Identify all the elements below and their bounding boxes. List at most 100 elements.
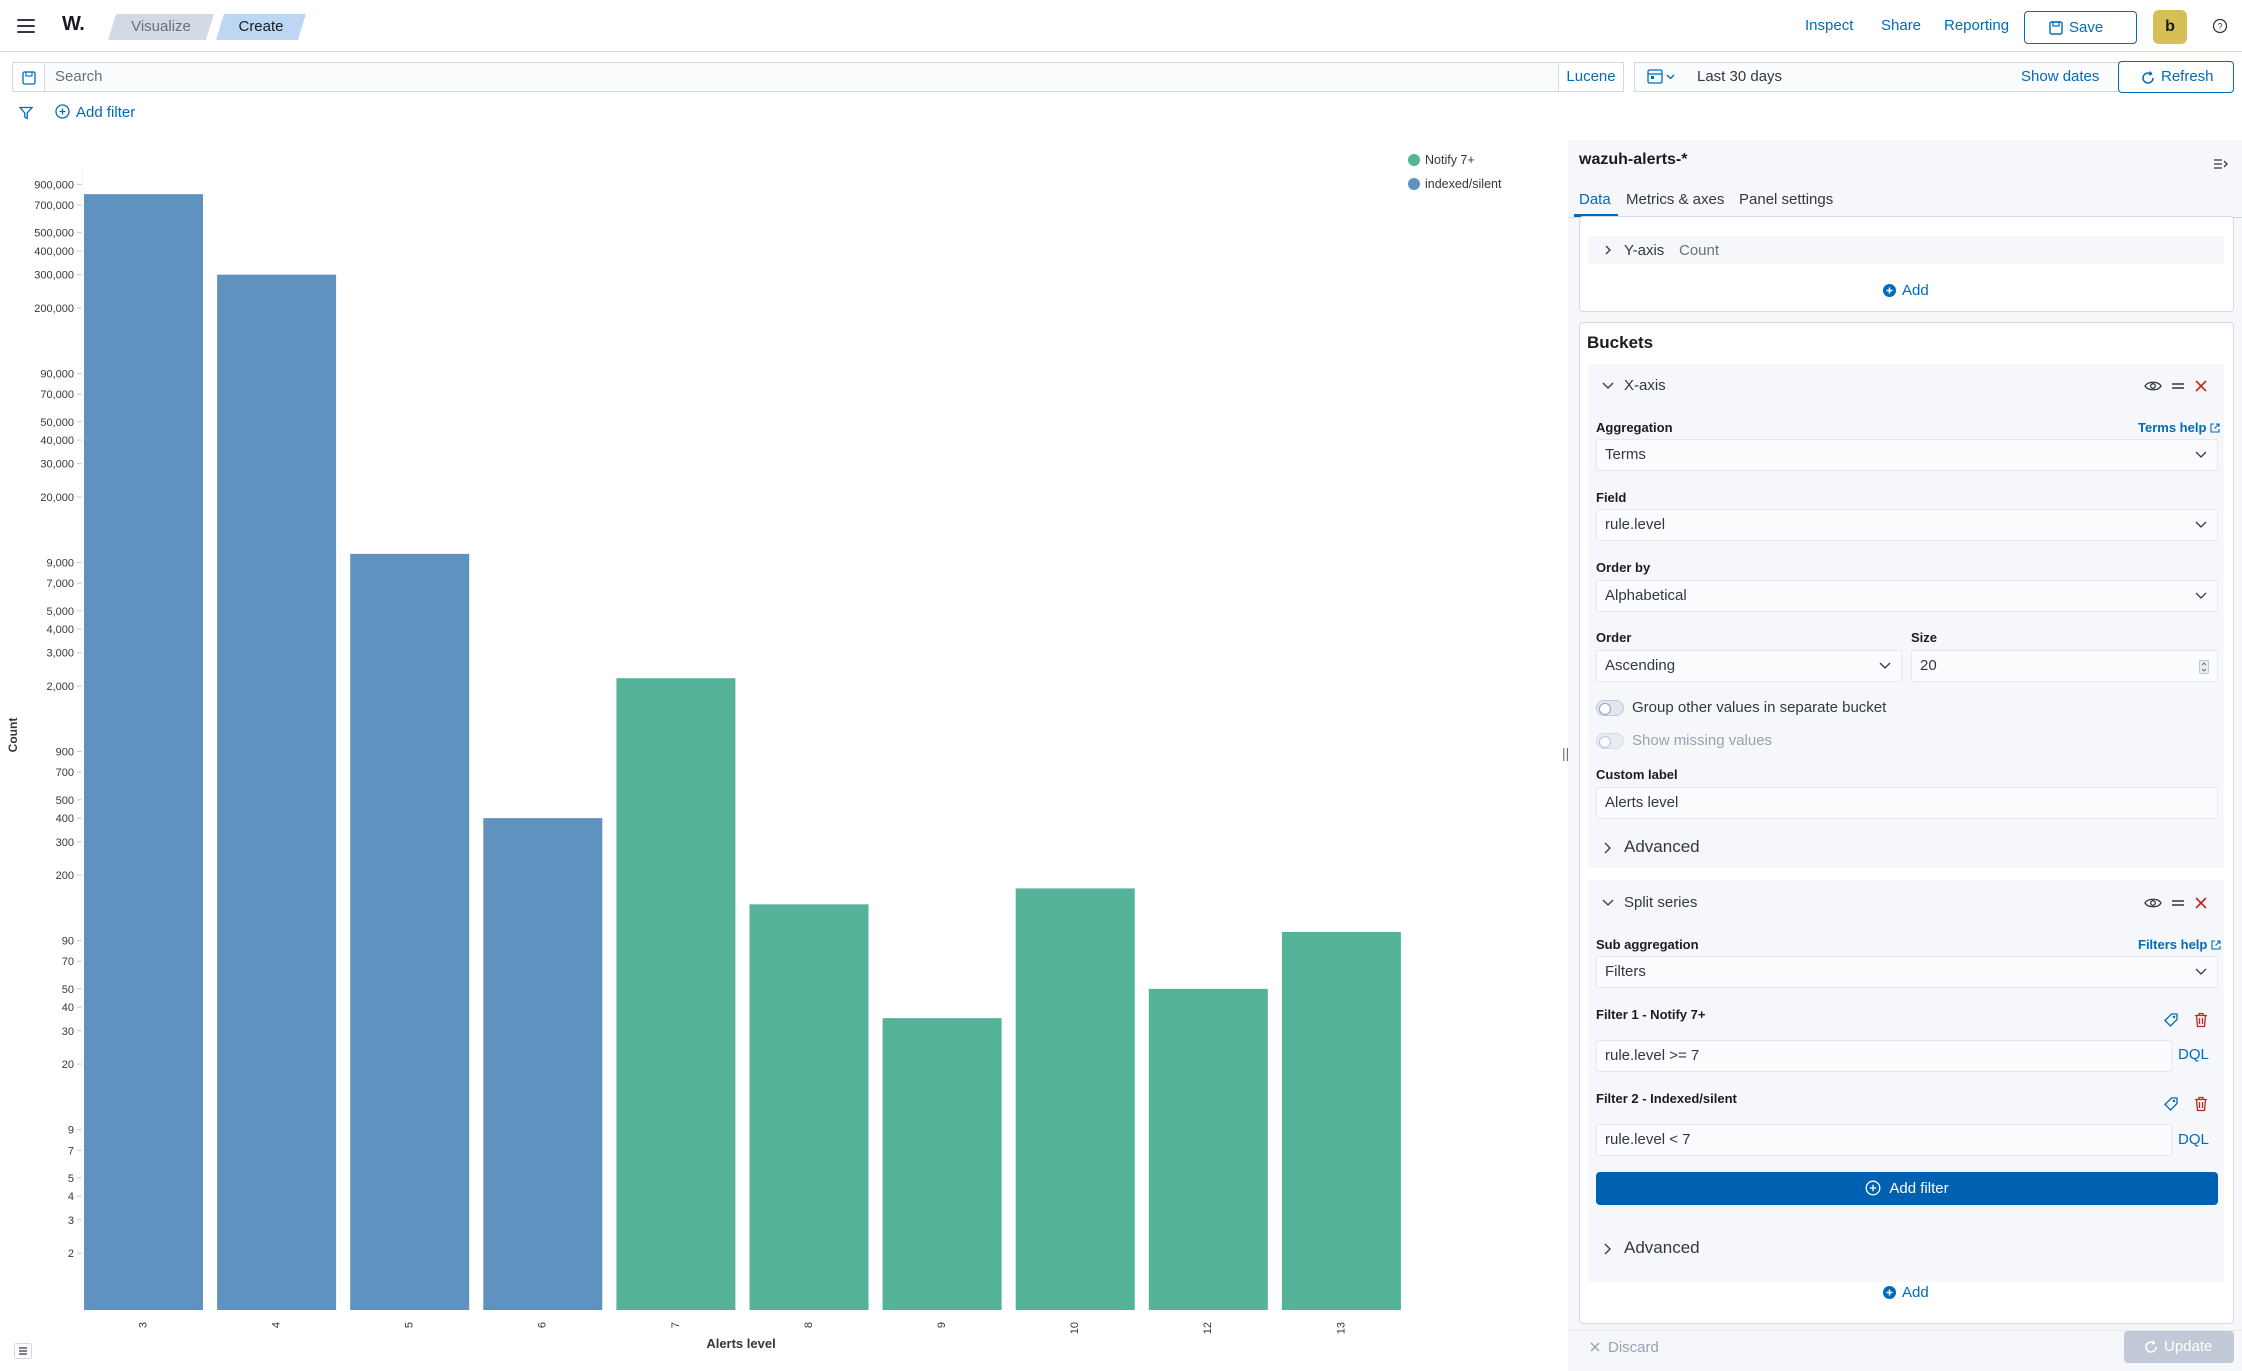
bar-level-5[interactable]	[350, 553, 470, 1310]
bar-level-12[interactable]	[1148, 988, 1268, 1310]
add-bucket-label: Add	[1902, 1284, 1929, 1301]
chevron-right-icon[interactable]	[1603, 1243, 1613, 1255]
search-input[interactable]: Search	[44, 62, 1559, 92]
app-logo[interactable]: W.	[62, 13, 85, 35]
date-picker[interactable]	[1634, 62, 2119, 92]
bar-level-10[interactable]	[1015, 888, 1135, 1310]
filter-1-label: Filter 1 - Notify 7+	[1596, 1007, 1706, 1022]
chevron-down-icon	[2195, 968, 2207, 975]
chevron-down-icon[interactable]	[1602, 898, 1614, 908]
custom-label-input[interactable]: Alerts level	[1596, 787, 2218, 819]
eye-icon[interactable]	[2144, 380, 2162, 392]
reporting-link[interactable]: Reporting	[1944, 17, 2010, 34]
add-bucket-button[interactable]: Add	[1883, 1284, 1929, 1301]
saved-query-button[interactable]	[12, 62, 44, 92]
filter-2-input[interactable]: rule.level < 7	[1596, 1124, 2172, 1156]
tab-panel-settings[interactable]: Panel settings	[1739, 191, 1834, 208]
order-select[interactable]: Ascending	[1596, 650, 1902, 682]
eye-icon[interactable]	[2144, 897, 2162, 909]
order-by-select[interactable]: Alphabetical	[1596, 580, 2218, 612]
add-sub-filter-button[interactable]: Add filter	[1596, 1172, 2218, 1205]
drag-handle-icon[interactable]	[2171, 898, 2185, 908]
chevron-down-icon[interactable]	[1602, 381, 1614, 391]
breadcrumb-visualize[interactable]: Visualize	[108, 14, 214, 40]
chevron-right-icon[interactable]	[1603, 842, 1613, 854]
help-icon[interactable]: ?	[2212, 18, 2228, 34]
menu-icon[interactable]	[14, 14, 38, 38]
legend-label-indexed[interactable]: indexed/silent	[1425, 177, 1502, 191]
legend-label-notify[interactable]: Notify 7+	[1425, 153, 1475, 167]
group-other-toggle[interactable]	[1596, 700, 1624, 716]
y-tick-label: 400,000	[34, 246, 74, 258]
quick-date-menu-button[interactable]	[1642, 66, 1680, 88]
sub-aggregation-select[interactable]: Filters	[1596, 956, 2218, 988]
bar-level-3[interactable]	[84, 194, 203, 1310]
save-label: Save	[2069, 19, 2104, 36]
remove-icon[interactable]	[2195, 380, 2207, 392]
filter-1-input[interactable]: rule.level >= 7	[1596, 1040, 2172, 1072]
aggregation-select[interactable]: Terms	[1596, 439, 2218, 471]
group-other-label[interactable]: Group other values in separate bucket	[1632, 699, 1887, 716]
bar-level-4[interactable]	[217, 274, 337, 1310]
y-tick-label: 9	[68, 1125, 74, 1137]
y-axis-metric-row[interactable]: Y-axis Count	[1588, 236, 2224, 264]
refresh-label: Refresh	[2161, 68, 2214, 85]
y-tick-label: 4	[68, 1191, 74, 1203]
trash-icon[interactable]	[2194, 1012, 2208, 1028]
advanced-toggle-xaxis[interactable]: Advanced	[1624, 837, 1700, 856]
refresh-button[interactable]: Refresh	[2118, 61, 2234, 93]
filter-1-dql-toggle[interactable]: DQL	[2178, 1046, 2209, 1063]
collapse-sidebar-icon[interactable]	[2213, 157, 2229, 171]
x-tick-label: 8	[803, 1322, 815, 1328]
calendar-icon	[1647, 69, 1675, 84]
y-tick-label: 200,000	[34, 303, 74, 315]
bar-level-8[interactable]	[749, 904, 869, 1310]
inspect-link[interactable]: Inspect	[1805, 17, 1854, 34]
show-dates-link[interactable]: Show dates	[2021, 68, 2100, 85]
y-tick-label: 900	[56, 747, 74, 759]
remove-icon[interactable]	[2195, 897, 2207, 909]
svg-text:?: ?	[2217, 22, 2222, 32]
x-tick-label: 13	[1335, 1322, 1347, 1334]
split-series-title[interactable]: Split series	[1624, 894, 1698, 911]
bar-level-9[interactable]	[882, 1018, 1002, 1310]
legend-swatch-notify[interactable]	[1408, 154, 1420, 166]
filter-2-dql-toggle[interactable]: DQL	[2178, 1131, 2209, 1148]
bar-level-13[interactable]	[1281, 931, 1401, 1310]
legend-swatch-indexed[interactable]	[1408, 178, 1420, 190]
discard-button[interactable]: Discard	[1590, 1339, 1659, 1356]
show-missing-toggle[interactable]	[1596, 733, 1624, 749]
trash-icon[interactable]	[2194, 1096, 2208, 1112]
add-metric-button[interactable]: Add	[1883, 282, 1929, 299]
panel-resize-handle[interactable]: ||	[1562, 745, 1570, 761]
bar-level-7[interactable]	[616, 678, 736, 1310]
filters-help-label: Filters help	[2138, 937, 2208, 952]
update-button[interactable]: Update	[2124, 1331, 2234, 1363]
date-range-label[interactable]: Last 30 days	[1697, 68, 1783, 85]
aggregation-value: Terms	[1605, 446, 1646, 463]
save-button[interactable]: Save	[2024, 11, 2137, 44]
tab-data[interactable]: Data	[1579, 191, 1611, 208]
field-value: rule.level	[1605, 516, 1666, 533]
terms-help-link[interactable]: Terms help	[2138, 420, 2220, 435]
add-filter-link[interactable]: Add filter	[55, 104, 135, 121]
tag-icon[interactable]	[2163, 1012, 2179, 1028]
filters-help-link[interactable]: Filters help	[2138, 937, 2221, 952]
tag-icon[interactable]	[2163, 1096, 2179, 1112]
filter-icon[interactable]	[19, 106, 33, 120]
x-axis-title[interactable]: X-axis	[1624, 377, 1666, 394]
advanced-toggle-split[interactable]: Advanced	[1624, 1238, 1700, 1257]
bar-level-6[interactable]	[483, 818, 603, 1310]
share-link[interactable]: Share	[1881, 17, 1922, 34]
query-language-toggle[interactable]: Lucene	[1558, 62, 1624, 92]
plus-circle-icon	[1883, 1286, 1896, 1299]
size-value: 20	[1920, 657, 1937, 674]
y-tick-label: 50	[62, 984, 74, 996]
drag-handle-icon[interactable]	[2171, 381, 2185, 391]
field-select[interactable]: rule.level	[1596, 509, 2218, 541]
x-tick-label: 7	[670, 1322, 682, 1328]
user-avatar[interactable]: b	[2153, 10, 2187, 44]
tab-metrics-axes[interactable]: Metrics & axes	[1626, 191, 1725, 208]
list-icon[interactable]	[14, 1343, 32, 1359]
size-input[interactable]: 20	[1911, 650, 2218, 682]
